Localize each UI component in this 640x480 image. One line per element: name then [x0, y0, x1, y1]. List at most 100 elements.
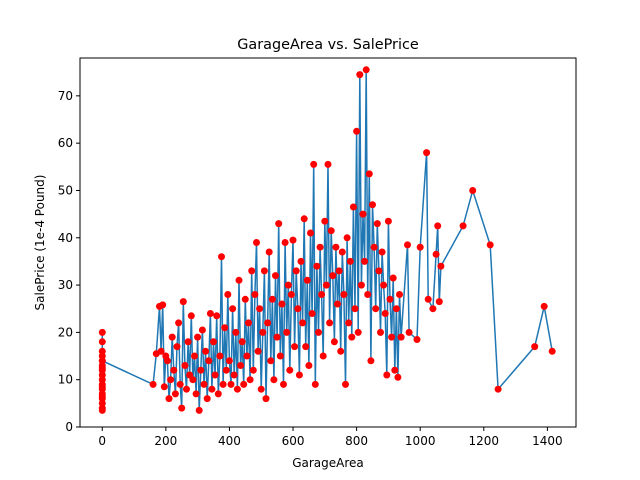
y-tick-label: 60 [58, 136, 73, 150]
data-point [364, 291, 372, 298]
x-tick-label: 1400 [532, 434, 563, 448]
data-point [222, 366, 230, 374]
data-point [178, 404, 186, 412]
data-point [157, 347, 165, 355]
data-point [367, 357, 375, 365]
data-point [205, 357, 213, 365]
data-point [435, 298, 443, 306]
data-point [353, 127, 361, 135]
data-point [225, 357, 233, 365]
plot-area [98, 66, 556, 414]
data-point [260, 267, 268, 275]
data-point [326, 319, 334, 327]
data-point [175, 319, 183, 327]
data-point [265, 248, 273, 256]
y-tick-label: 40 [58, 231, 73, 245]
data-point [311, 380, 319, 388]
data-point [378, 248, 386, 256]
data-point [281, 239, 289, 246]
data-point [337, 347, 345, 355]
y-tick-label: 70 [58, 89, 73, 103]
data-point [246, 376, 254, 384]
data-point [98, 328, 106, 336]
y-tick-label: 30 [58, 278, 73, 292]
data-point [291, 343, 299, 351]
data-point [373, 220, 381, 228]
x-tick-label: 600 [282, 434, 305, 448]
data-point [396, 291, 403, 298]
x-tick-label: 0 [98, 434, 106, 448]
data-point [486, 241, 494, 249]
x-tick-label: 400 [218, 434, 241, 448]
data-point [238, 338, 246, 346]
data-point [372, 305, 380, 313]
data-point [459, 222, 467, 230]
data-point [321, 217, 329, 225]
data-point [98, 383, 106, 391]
data-point [256, 305, 264, 313]
data-point [300, 215, 308, 223]
data-point [357, 281, 365, 289]
data-point [221, 324, 229, 332]
data-point [216, 352, 224, 360]
data-point [284, 281, 292, 289]
data-point [469, 187, 477, 194]
data-point [268, 295, 276, 303]
data-point [248, 267, 256, 275]
data-point [494, 385, 502, 393]
data-point [272, 272, 279, 280]
data-point [273, 333, 281, 341]
data-point [540, 302, 548, 310]
data-point [289, 236, 297, 244]
data-point [165, 395, 173, 403]
data-point [322, 281, 330, 289]
data-point [195, 406, 203, 414]
data-point [245, 319, 252, 327]
data-point [297, 257, 305, 265]
data-point [275, 220, 283, 228]
data-point [191, 352, 198, 360]
data-point [280, 380, 287, 388]
data-point [189, 376, 197, 384]
data-point [159, 301, 167, 309]
data-point [283, 328, 291, 336]
data-point [330, 338, 338, 346]
data-point [176, 380, 184, 388]
data-point [351, 305, 359, 313]
data-point [380, 281, 388, 289]
data-point [184, 338, 192, 346]
data-point [233, 385, 241, 393]
data-point [208, 385, 216, 393]
y-tick-label: 0 [65, 420, 73, 434]
data-point [340, 291, 348, 298]
data-point [292, 267, 300, 275]
data-point [98, 376, 106, 384]
y-tick-label: 50 [58, 183, 73, 197]
data-point [230, 371, 238, 379]
data-point [370, 243, 378, 251]
data-point [397, 333, 405, 341]
data-point [287, 291, 295, 298]
data-point [240, 380, 248, 388]
data-point [181, 362, 189, 369]
data-point [383, 371, 391, 379]
axes-frame [79, 57, 577, 428]
data-point [270, 376, 278, 384]
data-point [302, 343, 310, 351]
data-point [98, 392, 106, 400]
data-point [278, 300, 286, 308]
data-point [163, 357, 171, 365]
data-point [249, 366, 257, 374]
data-point [241, 295, 249, 303]
data-point [200, 380, 208, 388]
data-point [308, 310, 316, 317]
data-point [267, 357, 275, 365]
data-point [316, 243, 324, 251]
data-point [203, 395, 211, 403]
data-point [318, 291, 326, 298]
data-point [224, 291, 232, 298]
data-point [218, 253, 225, 261]
data-point [365, 170, 373, 178]
